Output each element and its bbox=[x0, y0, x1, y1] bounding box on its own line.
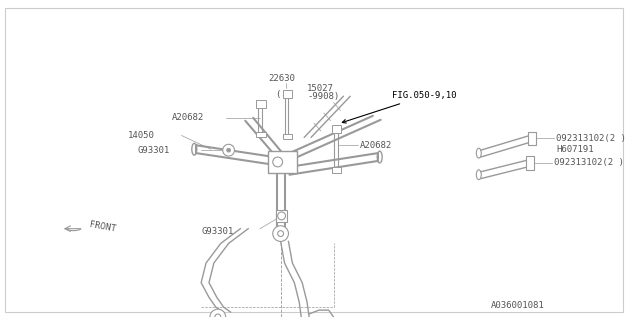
Bar bbox=[268, 151, 298, 173]
Bar bbox=[283, 90, 292, 98]
Circle shape bbox=[215, 314, 221, 320]
Circle shape bbox=[227, 148, 230, 152]
Text: 15027: 15027 bbox=[307, 84, 334, 93]
Circle shape bbox=[273, 226, 289, 241]
Ellipse shape bbox=[476, 148, 481, 158]
Bar bbox=[256, 132, 266, 137]
Ellipse shape bbox=[192, 143, 196, 155]
Circle shape bbox=[210, 309, 226, 320]
Text: A20682: A20682 bbox=[360, 141, 392, 150]
Bar bbox=[526, 156, 534, 170]
Circle shape bbox=[278, 231, 284, 236]
Circle shape bbox=[278, 212, 285, 220]
Bar bbox=[256, 100, 266, 108]
Ellipse shape bbox=[377, 151, 382, 163]
Circle shape bbox=[273, 157, 283, 167]
Text: G93301: G93301 bbox=[138, 146, 170, 155]
Text: FIG.050-9,10: FIG.050-9,10 bbox=[342, 91, 457, 123]
Text: A20682: A20682 bbox=[172, 113, 204, 122]
Bar bbox=[276, 210, 287, 222]
Bar bbox=[528, 132, 536, 145]
Bar bbox=[332, 167, 341, 173]
Text: 092313102(2 ): 092313102(2 ) bbox=[556, 134, 626, 143]
Text: H607191: H607191 bbox=[556, 145, 594, 154]
Text: 22630: 22630 bbox=[268, 74, 295, 83]
Text: 092313102(2 ): 092313102(2 ) bbox=[554, 158, 624, 167]
Circle shape bbox=[223, 144, 234, 156]
Text: 14050: 14050 bbox=[127, 131, 154, 140]
Bar bbox=[332, 125, 341, 132]
Text: (: ( bbox=[275, 90, 280, 99]
Text: G93301: G93301 bbox=[201, 227, 234, 236]
Text: A036001081: A036001081 bbox=[491, 301, 545, 310]
Ellipse shape bbox=[476, 170, 481, 180]
Text: -9908): -9908) bbox=[307, 92, 339, 101]
Bar bbox=[283, 133, 292, 140]
Text: FRONT: FRONT bbox=[88, 220, 116, 234]
